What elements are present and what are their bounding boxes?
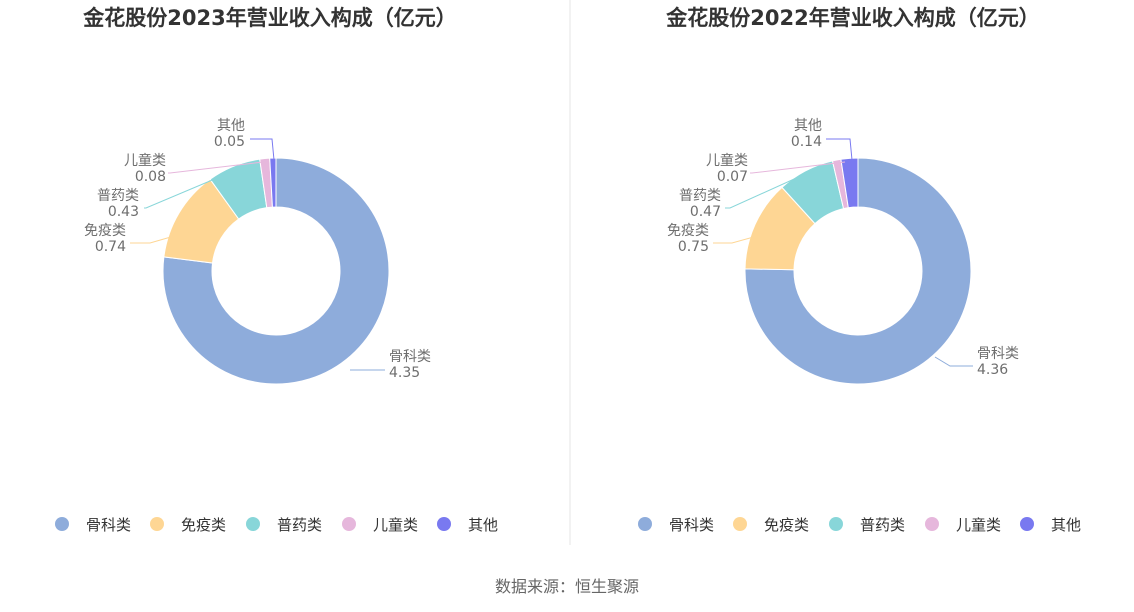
data-source-text: 数据来源：恒生聚源 bbox=[495, 577, 639, 596]
legend-marker-other[interactable] bbox=[1020, 517, 1034, 531]
slice-value-pediatric: 0.07 bbox=[717, 169, 748, 185]
label-line-immunology bbox=[713, 227, 787, 244]
slice-value-immunology: 0.75 bbox=[678, 239, 709, 255]
legend-marker-orthopedics[interactable] bbox=[55, 517, 69, 531]
label-line-orthopedics bbox=[934, 356, 973, 367]
label-line-general-medicine bbox=[144, 169, 237, 209]
legend-marker-general-medicine[interactable] bbox=[829, 517, 843, 531]
slice-value-orthopedics: 4.35 bbox=[389, 365, 420, 381]
legend-label-orthopedics[interactable]: 骨科类 bbox=[669, 516, 714, 534]
legend-marker-orthopedics[interactable] bbox=[638, 517, 652, 531]
slice-value-other: 0.05 bbox=[214, 134, 245, 150]
slice-label-immunology: 免疫类 bbox=[667, 223, 709, 239]
slice-value-pediatric: 0.08 bbox=[135, 169, 166, 185]
label-line-other bbox=[826, 138, 853, 161]
slice-value-other: 0.14 bbox=[791, 134, 822, 150]
slice-other[interactable] bbox=[840, 157, 859, 209]
legend-label-orthopedics[interactable]: 骨科类 bbox=[86, 516, 131, 534]
label-line-pediatric bbox=[168, 161, 264, 174]
slice-label-pediatric: 儿童类 bbox=[124, 152, 166, 169]
slice-label-general-medicine: 普药类 bbox=[97, 188, 139, 204]
legend-label-pediatric[interactable]: 儿童类 bbox=[956, 516, 1001, 534]
label-line-other bbox=[250, 138, 275, 161]
legend-marker-pediatric[interactable] bbox=[925, 517, 939, 531]
chart-title-2023: 金花股份2023年营业收入构成（亿元） bbox=[82, 6, 456, 30]
legend-marker-pediatric[interactable] bbox=[342, 517, 356, 531]
legend-label-immunology[interactable]: 免疫类 bbox=[181, 516, 226, 534]
legend-label-immunology[interactable]: 免疫类 bbox=[764, 516, 809, 534]
slice-orthopedics[interactable] bbox=[162, 157, 390, 385]
slice-label-other: 其他 bbox=[217, 118, 245, 134]
slice-value-immunology: 0.74 bbox=[95, 239, 126, 255]
label-line-immunology bbox=[130, 227, 203, 244]
slice-orthopedics[interactable] bbox=[744, 157, 972, 385]
slice-value-orthopedics: 4.36 bbox=[977, 362, 1008, 378]
legend-label-general-medicine[interactable]: 普药类 bbox=[277, 516, 322, 534]
slice-label-orthopedics: 骨科类 bbox=[389, 349, 431, 365]
chart-title-2022: 金花股份2022年营业收入构成（亿元） bbox=[665, 6, 1039, 30]
legend-label-pediatric[interactable]: 儿童类 bbox=[373, 516, 418, 534]
legend-label-other[interactable]: 其他 bbox=[1051, 516, 1081, 534]
legend-marker-immunology[interactable] bbox=[150, 517, 164, 531]
label-line-pediatric bbox=[750, 161, 846, 174]
slice-label-general-medicine: 普药类 bbox=[679, 188, 721, 204]
legend-label-general-medicine[interactable]: 普药类 bbox=[860, 516, 905, 534]
slice-value-general-medicine: 0.43 bbox=[108, 204, 139, 220]
slice-label-pediatric: 儿童类 bbox=[706, 152, 748, 169]
legend-marker-immunology[interactable] bbox=[733, 517, 747, 531]
legend-marker-other[interactable] bbox=[437, 517, 451, 531]
slice-label-other: 其他 bbox=[794, 118, 822, 134]
slice-label-orthopedics: 骨科类 bbox=[977, 346, 1019, 362]
slice-label-immunology: 免疫类 bbox=[84, 223, 126, 239]
slice-value-general-medicine: 0.47 bbox=[690, 204, 721, 220]
legend-label-other[interactable]: 其他 bbox=[468, 516, 498, 534]
slice-other[interactable] bbox=[269, 157, 277, 208]
legend-marker-general-medicine[interactable] bbox=[246, 517, 260, 531]
label-line-general-medicine bbox=[725, 169, 815, 209]
